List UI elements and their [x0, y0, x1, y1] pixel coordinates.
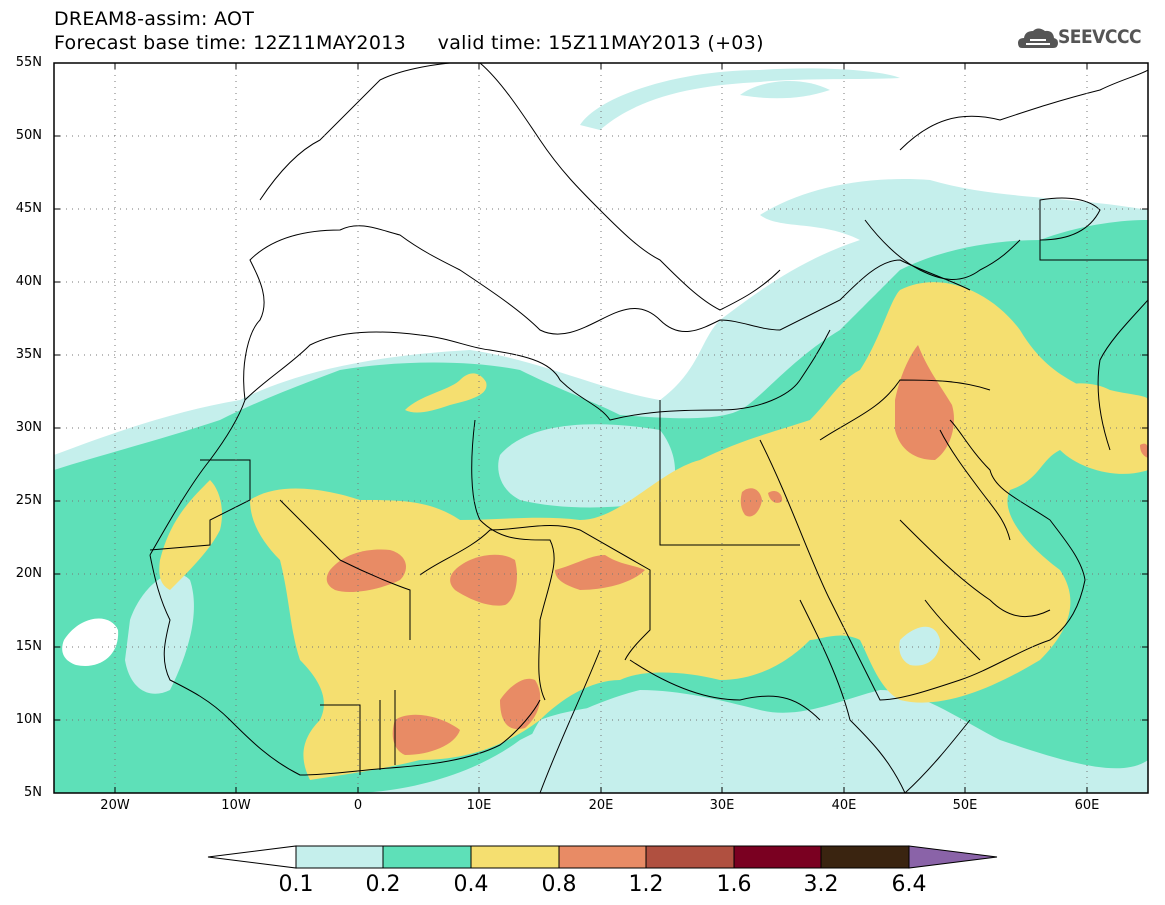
seevccc-cloud-logo — [1018, 28, 1058, 48]
lat-label: 35N — [15, 347, 42, 362]
forecast-times: Forecast base time: 12Z11MAY2013 valid t… — [54, 32, 764, 54]
colorbar-bin-3.2-6.4 — [820, 845, 910, 869]
aot-hole-white-1 — [62, 618, 119, 666]
colorbar-label: 0.4 — [453, 872, 489, 897]
colorbar-bin-0.8-1.2 — [558, 845, 647, 869]
aot-contour-0.8-nigeria — [392, 714, 460, 755]
aot-field — [54, 68, 1148, 793]
aot-hole-cyan-3 — [520, 704, 960, 793]
aot-contour-0.8-egypt2 — [768, 490, 783, 503]
lat-label: 50N — [15, 128, 42, 143]
colorbar-label: 1.2 — [628, 872, 664, 897]
aot-hole-cyan-1 — [498, 424, 675, 508]
colorbar-bin-1.2-1.6 — [645, 845, 735, 869]
colorbar-label: 6.4 — [891, 872, 927, 897]
colorbar-over-triangle — [908, 845, 998, 869]
colorbar-label: 0.2 — [365, 872, 401, 897]
aot-contour-0.8-chad — [450, 554, 517, 606]
lat-label: 45N — [15, 201, 42, 216]
colorbar-label: 1.6 — [716, 872, 752, 897]
lat-label: 55N — [15, 55, 42, 70]
lon-label: 20W — [100, 798, 130, 813]
lon-label: 50E — [952, 798, 978, 813]
colorbar-under-triangle — [207, 845, 297, 869]
lat-label: 40N — [15, 274, 42, 289]
aot-contour-0.4-tunisia — [405, 373, 487, 413]
aot-hole-cyan-2 — [125, 573, 194, 694]
axis-ticks — [54, 62, 1148, 794]
lat-label: 30N — [15, 420, 42, 435]
colorbar-label: 0.1 — [278, 872, 314, 897]
aot-contour-0.8-egypt — [740, 488, 762, 517]
lon-label: 40E — [831, 798, 857, 813]
lon-label: 10W — [221, 798, 251, 813]
lat-label: 25N — [15, 493, 42, 508]
aot-contour-0.8-iran — [1140, 443, 1148, 458]
aot-contour-0.8-cameroon — [500, 678, 541, 730]
aot-contour-0.4-iran — [1040, 383, 1148, 470]
lat-label: 10N — [15, 712, 42, 727]
coastlines-and-borders — [149, 63, 1148, 793]
lon-label: 20E — [588, 798, 614, 813]
colorbar-bin-0.4-0.8 — [470, 845, 560, 869]
lon-label: 10E — [466, 798, 492, 813]
aot-contour-0.8-libya — [555, 555, 645, 590]
lat-label: 15N — [15, 639, 42, 654]
colorbar-bin-0.1-0.2 — [295, 845, 384, 869]
colorbar — [207, 845, 998, 869]
colorbar-label: 3.2 — [803, 872, 839, 897]
map-title: DREAM8-assim: AOT — [54, 8, 255, 30]
lon-label: 60E — [1074, 798, 1100, 813]
aot-contour-0.1-ne — [740, 80, 830, 99]
colorbar-bin-0.2-0.4 — [382, 845, 472, 869]
aot-contour-0.4-gulf — [899, 626, 940, 666]
lon-label: 30E — [709, 798, 735, 813]
lat-label: 20N — [15, 566, 42, 581]
lat-label: 5N — [24, 785, 42, 800]
colorbar-label: 0.8 — [541, 872, 577, 897]
colorbar-bin-1.6-3.2 — [733, 845, 822, 869]
logo-text: SEEVCCC — [1058, 26, 1142, 48]
aot-contour-0.1-north — [580, 68, 900, 130]
aot-contour-0.4-sahara-west — [159, 480, 222, 590]
gridlines — [54, 63, 1148, 793]
aot-contour-0.8-iraq — [895, 345, 955, 460]
lon-label: 0 — [353, 798, 363, 813]
